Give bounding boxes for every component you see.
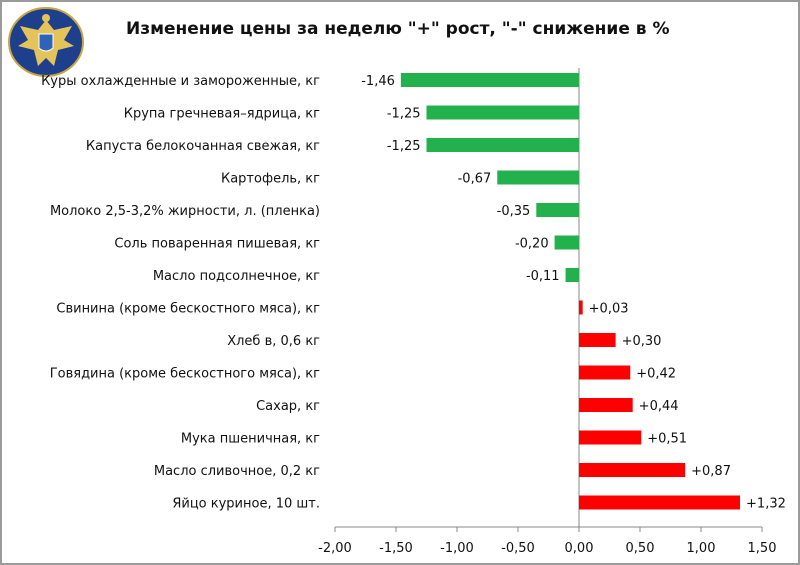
data-label: +0,42 <box>636 367 676 382</box>
category-label: Мука пшеничная, кг <box>181 432 320 447</box>
x-tick-label: -1,00 <box>440 541 474 556</box>
bar <box>554 235 579 250</box>
bar <box>579 430 642 445</box>
bar <box>565 268 579 282</box>
bar <box>579 463 686 477</box>
bar <box>426 138 579 152</box>
x-tick-label: 0,50 <box>626 541 655 556</box>
category-label: Крупа гречневая–ядрица, кг <box>124 107 320 122</box>
data-label: -0,20 <box>515 237 549 252</box>
category-label: Соль поваренная пишевая, кг <box>114 237 320 252</box>
data-label: +0,51 <box>647 432 687 447</box>
bar <box>579 365 631 380</box>
bar <box>400 73 579 87</box>
bar <box>579 300 583 315</box>
data-label: +0,44 <box>639 399 679 414</box>
category-label: Капуста белокочанная свежая, кг <box>86 139 320 154</box>
data-label: +0,03 <box>589 302 629 317</box>
x-tick-label: 1,50 <box>748 541 777 556</box>
bar <box>579 333 616 347</box>
category-label: Сахар, кг <box>256 399 320 414</box>
data-label: -1,25 <box>387 107 421 122</box>
bar <box>497 170 579 185</box>
data-label: +1,32 <box>746 497 786 512</box>
category-label: Молоко 2,5-3,2% жирности, л. (пленка) <box>50 204 320 219</box>
data-label: -1,25 <box>387 139 421 154</box>
category-label: Яйцо куриное, 10 шт. <box>172 497 320 512</box>
category-label: Картофель, кг <box>221 172 320 187</box>
x-tick-label: 1,00 <box>687 541 716 556</box>
chart-title: Изменение цены за неделю "+" рост, "-" с… <box>126 19 670 39</box>
emblem-logo-icon <box>8 7 84 77</box>
category-label: Свинина (кроме бескостного мяса), кг <box>56 302 320 317</box>
data-label: +0,30 <box>622 334 662 349</box>
category-label: Говядина (кроме бескостного мяса), кг <box>50 367 320 382</box>
data-label: -0,35 <box>497 204 531 219</box>
data-label: -0,67 <box>458 172 492 187</box>
x-tick-label: -0,50 <box>501 541 535 556</box>
x-tick-label: -2,00 <box>318 541 352 556</box>
data-label: -1,46 <box>361 74 395 89</box>
category-label: Масло подсолнечное, кг <box>153 269 320 284</box>
bar <box>426 105 579 120</box>
x-tick-label: -1,50 <box>379 541 413 556</box>
category-label: Масло сливочное, 0,2 кг <box>154 464 320 479</box>
bar <box>536 203 579 217</box>
data-label: -0,11 <box>526 269 560 284</box>
data-label: +0,87 <box>691 464 731 479</box>
category-label: Куры охлажденные и замороженные, кг <box>41 74 320 89</box>
x-tick-label: 0,00 <box>565 541 594 556</box>
bar <box>579 495 741 510</box>
bar <box>579 398 633 412</box>
category-label: Хлеб в, 0,6 кг <box>227 334 320 349</box>
